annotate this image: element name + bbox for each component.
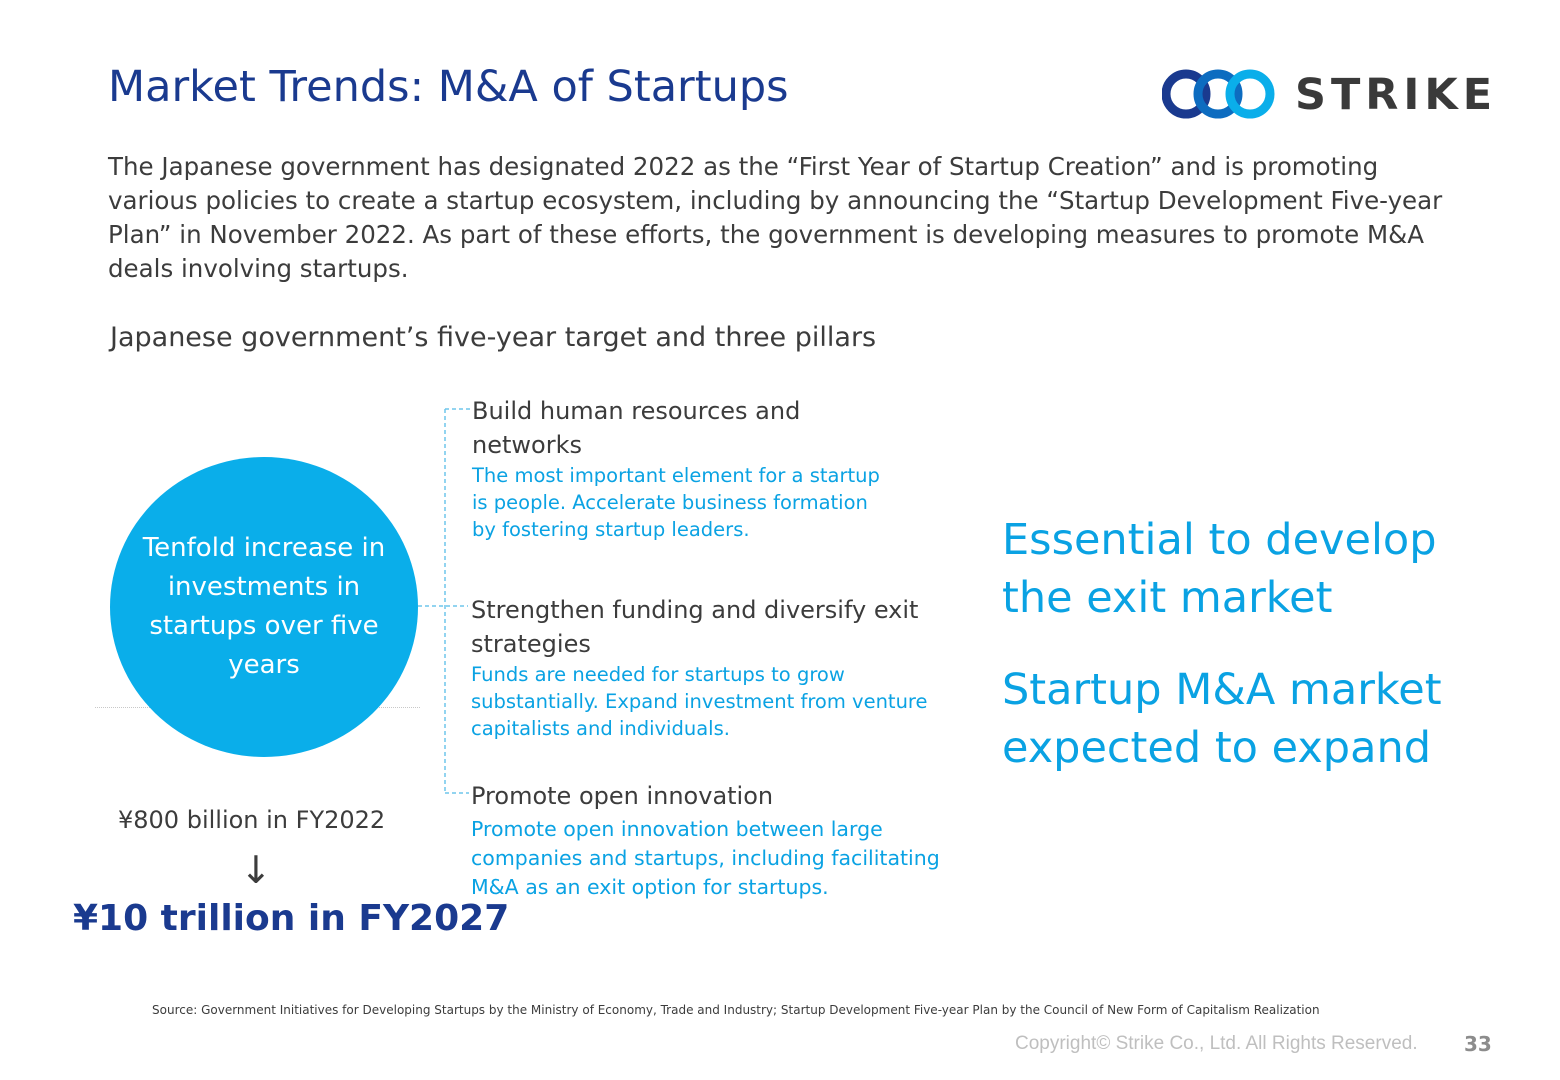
- section-title: Japanese government’s five-year target a…: [110, 322, 877, 353]
- pillar-description: The most important element for a startup…: [472, 464, 880, 541]
- logo-text: STRIKE: [1295, 70, 1498, 120]
- intro-paragraph: The Japanese government has designated 2…: [108, 152, 1443, 283]
- target-circle: Tenfold increase in investments in start…: [110, 457, 418, 757]
- pillar-title: Strengthen funding and diversify exit st…: [471, 596, 919, 658]
- highlight-ma-market: Startup M&A market expected to expand: [1002, 665, 1442, 773]
- source-note: Source: Government Initiatives for Devel…: [152, 1003, 1320, 1017]
- highlight-exit-market: Essential to develop the exit market: [1002, 515, 1437, 623]
- pillar-human-resources: Build human resources and networks The m…: [472, 394, 892, 543]
- pillar-title: Build human resources and networks: [472, 397, 801, 459]
- down-arrow-icon: ↓: [240, 848, 272, 892]
- investment-fy2022: ¥800 billion in FY2022: [118, 806, 386, 834]
- pillar-description: Funds are needed for startups to grow su…: [471, 663, 928, 740]
- page-title: Market Trends: M&A of Startups: [108, 62, 789, 112]
- investment-fy2027: ¥10 trillion in FY2027: [73, 898, 510, 939]
- strike-logo-icon: [1162, 69, 1275, 119]
- target-circle-text: Tenfold increase in investments in start…: [142, 533, 386, 680]
- pillar-open-innovation: Promote open innovation Promote open inn…: [471, 779, 961, 902]
- pillar-description: Promote open innovation between large co…: [471, 817, 940, 899]
- page-number: 33: [1464, 1032, 1492, 1056]
- pillar-funding: Strengthen funding and diversify exit st…: [471, 593, 941, 742]
- copyright: Copyright© Strike Co., Ltd. All Rights R…: [1015, 1033, 1418, 1054]
- pillar-title: Promote open innovation: [471, 782, 774, 810]
